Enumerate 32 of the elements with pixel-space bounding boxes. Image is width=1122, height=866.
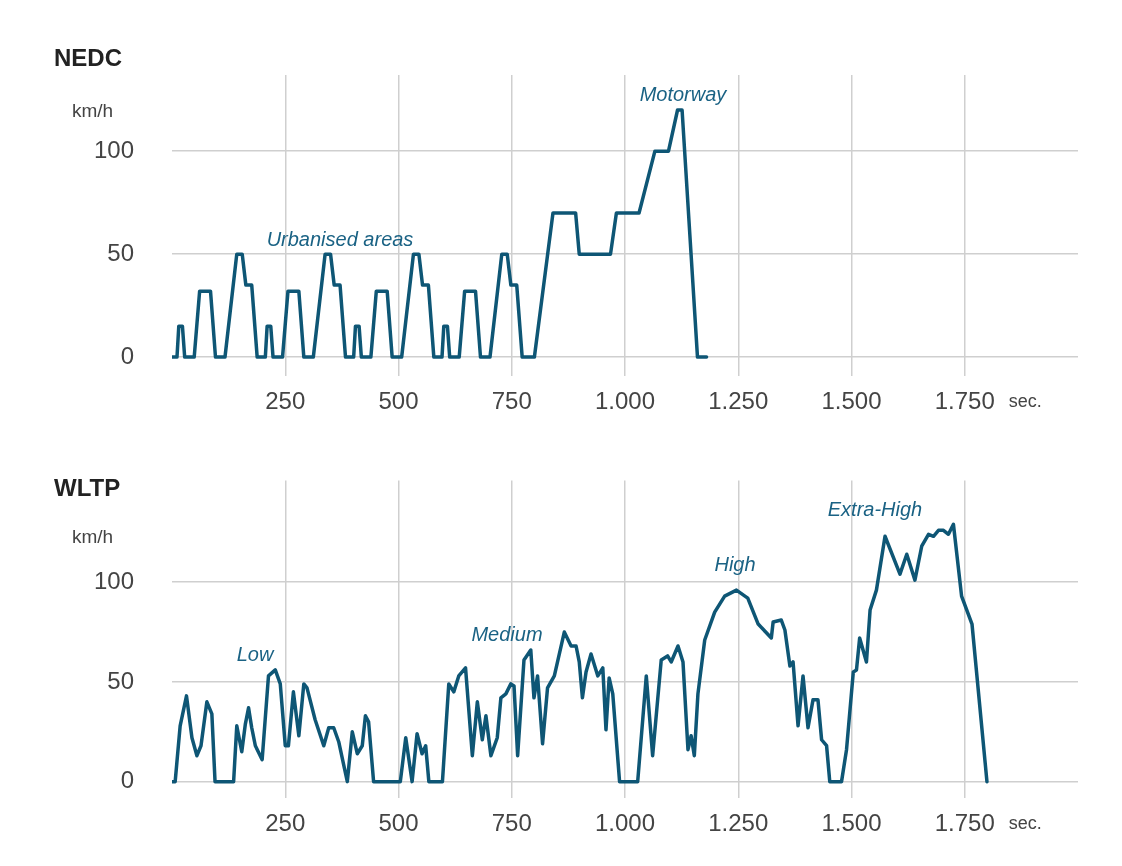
x-tick-label: 500 <box>378 386 419 414</box>
annotation: High <box>714 552 756 575</box>
x-tick-label: 1.500 <box>821 808 882 836</box>
annotation: Low <box>236 642 275 665</box>
x-tick-label: 1.500 <box>821 386 882 414</box>
x-tick-label: 500 <box>378 808 419 836</box>
annotation: Motorway <box>639 82 728 105</box>
annotation: Extra-High <box>827 497 923 520</box>
y-tick-label: 0 <box>120 341 134 369</box>
y-tick-label: 50 <box>107 238 134 266</box>
x-tick-label: 250 <box>265 386 306 414</box>
x-tick-label: 1.000 <box>594 808 656 836</box>
annotation: Urbanised areas <box>266 227 414 250</box>
x-tick-label: 750 <box>491 808 532 836</box>
x-tick-label: 1.250 <box>708 808 769 836</box>
y-tick-label: 100 <box>93 135 134 163</box>
annotation: Medium <box>471 622 543 645</box>
x-axis-title: sec. <box>1008 390 1042 412</box>
x-tick-label: 1.250 <box>708 386 769 414</box>
x-tick-label: 1.750 <box>934 386 995 414</box>
y-axis-title: km/h <box>72 100 114 122</box>
x-tick-label: 1.750 <box>934 808 995 836</box>
x-tick-label: 750 <box>491 386 532 414</box>
y-axis-title: km/h <box>72 526 114 548</box>
y-tick-label: 100 <box>93 566 134 594</box>
y-tick-label: 0 <box>120 766 134 794</box>
chart-title: NEDC <box>54 44 123 72</box>
x-tick-label: 250 <box>265 808 306 836</box>
x-tick-label: 1.000 <box>594 386 656 414</box>
y-tick-label: 50 <box>107 666 134 694</box>
chart-title: WLTP <box>54 474 121 502</box>
x-axis-title: sec. <box>1008 812 1042 834</box>
